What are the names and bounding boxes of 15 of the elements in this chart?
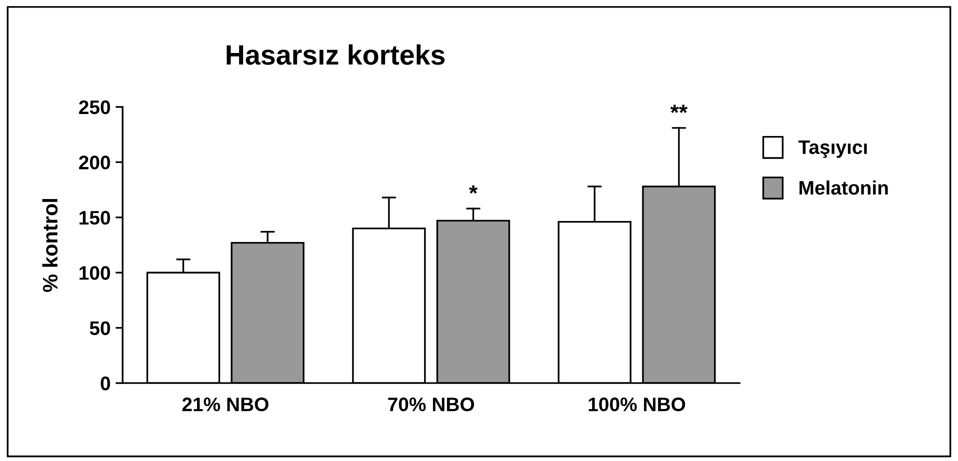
y-axis-title: % kontrol [42,199,58,292]
legend-label: Taşıyıcı [798,140,867,158]
chart-title: Hasarsız korteks [226,44,445,65]
y-tick-label: 150 [80,210,110,225]
x-tick-label: 100% NBO [588,397,686,412]
y-tick-label: 0 [100,376,110,390]
annotation: * [469,185,478,194]
legend-label: Melatonin [800,180,888,195]
x-tick-label: 70% NBO [388,397,474,412]
y-tick-label: 200 [79,156,110,170]
y-tick-label: 100 [80,266,110,280]
y-tick-label: 250 [79,100,110,114]
annotation: ** [670,104,688,113]
x-tick-label: 21% NBO [182,397,268,412]
y-tick-label: 50 [90,321,110,336]
